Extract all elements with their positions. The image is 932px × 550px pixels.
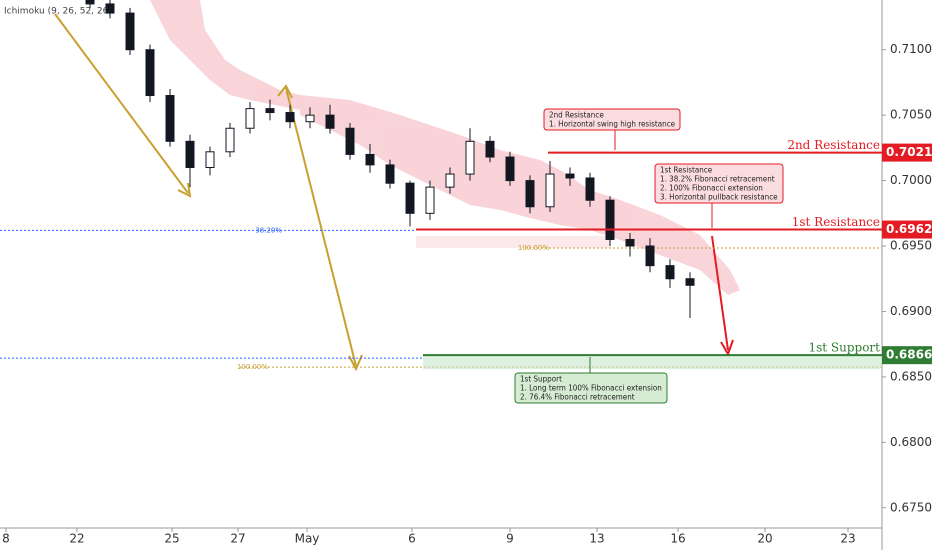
x-tick-label: May <box>295 532 320 546</box>
price-tag <box>882 346 932 365</box>
level-label: 1st Resistance <box>792 215 880 229</box>
price-tag-label: 0.70214 <box>886 145 932 159</box>
candle-body <box>525 180 535 208</box>
cloud <box>150 0 300 110</box>
candle-body <box>605 199 615 240</box>
candle-body <box>285 112 295 123</box>
x-tick-label: 6 <box>408 532 416 546</box>
callout-box <box>654 163 784 204</box>
level-label: 2nd Resistance <box>787 138 880 152</box>
callout-title: 1st Support <box>520 375 562 384</box>
arrows <box>54 13 734 372</box>
callout-title: 2nd Resistance <box>549 111 604 120</box>
cloud <box>300 95 740 295</box>
x-tick-label: 23 <box>840 532 855 546</box>
arrow <box>285 87 357 367</box>
fib-label: 100.00% <box>518 244 549 252</box>
fib-label: 38.20% <box>255 226 282 234</box>
candle-body <box>245 108 255 129</box>
candle-body <box>425 186 435 214</box>
candle-body <box>325 114 335 129</box>
arrow-head <box>720 339 734 357</box>
arrow <box>54 13 189 194</box>
candle-body <box>265 108 275 114</box>
arrow-head <box>348 354 363 372</box>
candle-body <box>625 238 635 247</box>
x-tick-label: 22 <box>69 532 84 546</box>
callout-title: 1st Resistance <box>660 166 713 175</box>
price-tag-label: 0.68666 <box>886 348 932 362</box>
x-tick-label: 13 <box>589 532 604 546</box>
price-tag <box>882 220 932 239</box>
callout-box <box>514 372 668 404</box>
callout-box <box>543 108 681 131</box>
price-tag <box>882 143 932 162</box>
y-tick-label: 0.67500 <box>890 500 932 514</box>
candle-body <box>485 140 495 158</box>
candle-body <box>85 0 95 5</box>
x-tick-label: 16 <box>670 532 685 546</box>
callout-line: 1. Long term 100% Fibonacci extension <box>520 384 662 393</box>
fib-label: 100.00% <box>237 363 268 371</box>
arrow <box>711 235 729 351</box>
candle-body <box>665 265 675 280</box>
candle-body <box>345 127 355 155</box>
x-tick-label: 25 <box>164 532 179 546</box>
candle-body <box>145 49 155 97</box>
candle-body <box>225 127 235 153</box>
indicator-label: Ichimoku (9, 26, 52, 26) <box>4 7 112 17</box>
candle-body <box>385 164 395 184</box>
price-tag-label: 0.69626 <box>886 222 932 236</box>
candle-body <box>105 3 115 14</box>
callout-line: 3. Horizontal pullback resistance <box>660 193 778 202</box>
candle-body <box>545 173 555 208</box>
candle-body <box>685 278 695 286</box>
candle-body <box>565 173 575 179</box>
candle-body <box>305 114 315 123</box>
support-zone <box>423 355 882 370</box>
callout-line: 2. 76.4% Fibonacci retracement <box>520 393 635 402</box>
candle-body <box>365 153 375 166</box>
candle-body <box>205 151 215 169</box>
candle-body <box>505 156 515 182</box>
candle-body <box>185 140 195 169</box>
cloud <box>416 236 610 248</box>
candle-body <box>125 12 135 51</box>
candle-body <box>585 177 595 201</box>
ichimoku-cloud <box>150 0 740 295</box>
callout-line: 2. 100% Fibonacci extension <box>660 184 763 193</box>
candle-body <box>405 182 415 214</box>
x-tick-label: 20 <box>757 532 772 546</box>
arrow-head <box>177 182 192 198</box>
arrow-head <box>277 84 293 99</box>
x-tick-label: 9 <box>506 532 514 546</box>
callout-line: 1. 38.2% Fibonacci retracement <box>660 175 775 184</box>
x-tick-label: 8 <box>2 532 10 546</box>
candle-body <box>165 95 175 142</box>
level-label: 1st Support <box>808 341 880 355</box>
candle-body <box>445 173 455 188</box>
callout-line: 1. Horizontal swing high resistance <box>549 120 676 129</box>
x-tick-label: 27 <box>230 532 245 546</box>
candle-body <box>645 245 655 267</box>
candle-body <box>465 140 475 175</box>
